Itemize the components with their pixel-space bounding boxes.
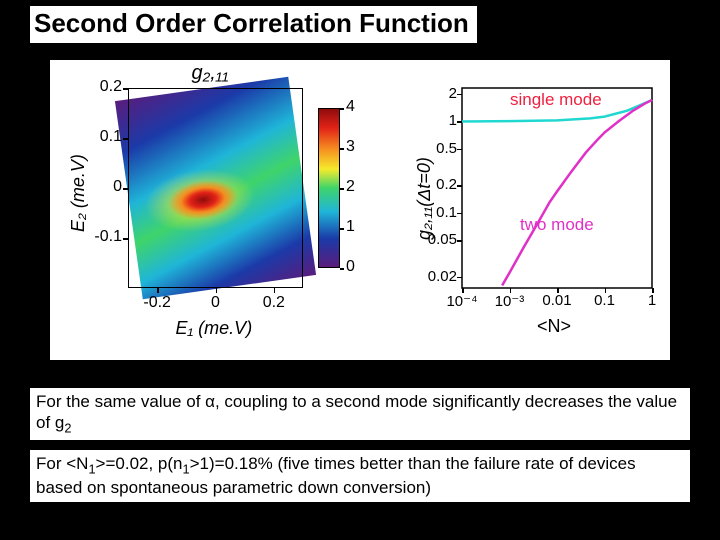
caption-1: For the same value of α, coupling to a s… — [30, 388, 690, 440]
colorbar-tick: 2 — [346, 178, 366, 196]
xtick-right: 0.1 — [583, 292, 627, 309]
ytick-right: 0.1 — [412, 204, 457, 221]
caption-2: For <N1>=0.02, p(n1>1)=0.18% (five times… — [30, 450, 690, 502]
colorbar-tick: 0 — [346, 258, 366, 276]
heatmap-title: g₂,₁₁ — [192, 62, 229, 85]
colorbar — [318, 108, 340, 268]
ytick-right: 0.05 — [412, 231, 457, 248]
colorbar-tick: 3 — [346, 138, 366, 156]
xtick-left: -0.2 — [132, 294, 182, 312]
ytick-right: 0.02 — [412, 268, 457, 285]
colorbar-tick: 4 — [346, 98, 366, 116]
heatmap-plot — [115, 77, 316, 299]
ytick-left: 0.1 — [72, 128, 122, 146]
ytick-right: 0.2 — [412, 176, 457, 193]
series-two-mode — [502, 100, 652, 285]
ytick-right: 2 — [412, 85, 457, 102]
xtick-left: 0.2 — [249, 294, 299, 312]
ytick-right: 0.5 — [412, 140, 457, 157]
x-axis-label-left: E₁ (me.V) — [176, 318, 253, 339]
slide: Second Order Correlation Function g₂,₁₁ … — [0, 0, 720, 540]
series-label-single-mode: single mode — [510, 90, 602, 110]
xtick-right: 0.01 — [535, 292, 579, 309]
line-chart-panel: g₂,₁₁(Δt=0) <N> 0.020.050.10.20.51210⁻⁴1… — [400, 60, 670, 360]
xtick-right: 10⁻³ — [488, 292, 532, 310]
ytick-left: -0.1 — [72, 228, 122, 246]
series-label-two-mode: two mode — [520, 215, 594, 235]
ytick-left: 0 — [72, 178, 122, 196]
slide-title: Second Order Correlation Function — [30, 6, 477, 43]
charts-row: g₂,₁₁ E₂ (me.V) E₁ (me.V) -0.100.10.2-0.… — [50, 60, 670, 360]
colorbar-tick: 1 — [346, 218, 366, 236]
ytick-left: 0.2 — [72, 78, 122, 96]
xtick-left: 0 — [191, 294, 241, 312]
xtick-right: 1 — [630, 292, 674, 309]
xtick-right: 10⁻⁴ — [440, 292, 484, 310]
ytick-right: 1 — [412, 112, 457, 129]
heatmap-panel: g₂,₁₁ E₂ (me.V) E₁ (me.V) -0.100.10.2-0.… — [50, 60, 400, 360]
